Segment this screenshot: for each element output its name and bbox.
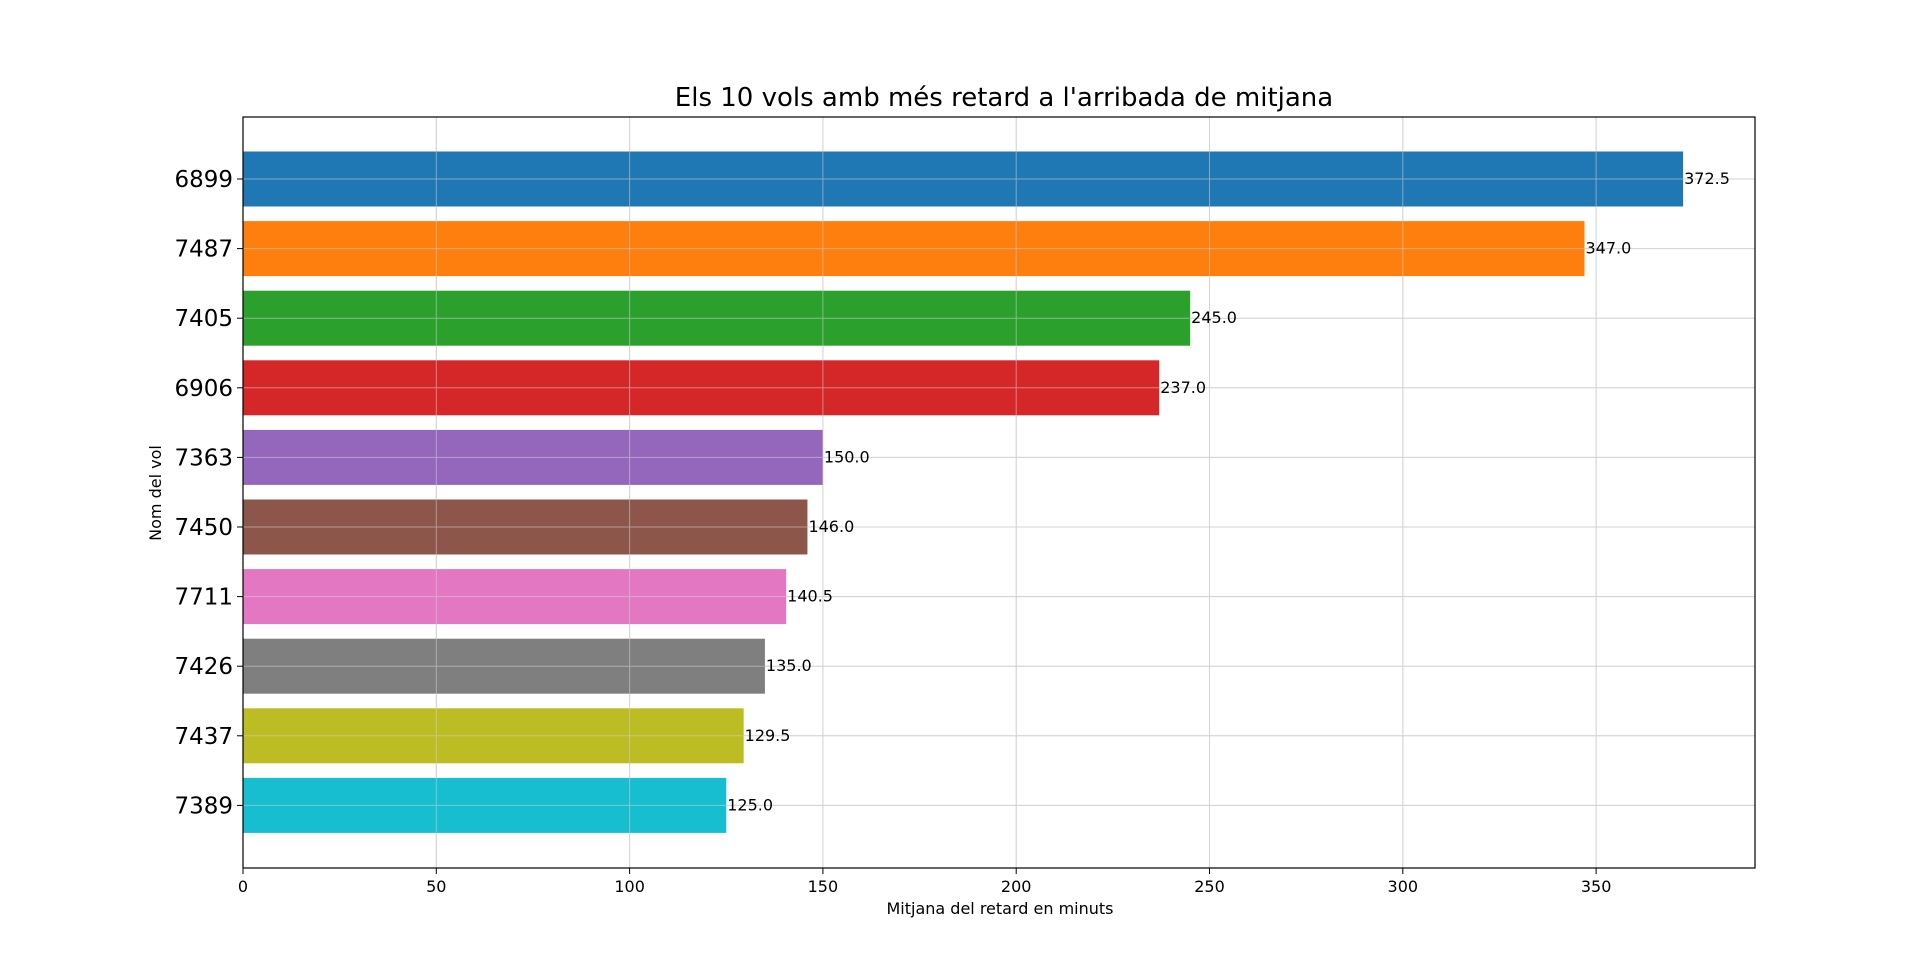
data-label: 135.0 (766, 656, 812, 675)
plot-frame (242, 116, 1756, 869)
data-label: 129.5 (745, 726, 791, 745)
data-label: 245.0 (1191, 308, 1237, 327)
data-labels: 372.5 347.0 245.0 237.0 150.0 146.0 140.5 135.0… (727, 169, 1730, 814)
y-tick-label: 7437 (174, 724, 233, 750)
data-label: 372.5 (1684, 169, 1730, 188)
data-label: 347.0 (1586, 239, 1632, 258)
y-tick-label: 7405 (174, 306, 233, 332)
chart-title: Els 10 vols amb més retard a l'arribada … (675, 83, 1333, 113)
y-tick-label: 7426 (174, 654, 233, 680)
x-tick-label: 50 (426, 877, 446, 896)
x-tick-label: 350 (1581, 877, 1612, 896)
x-tick-label: 0 (238, 877, 248, 896)
y-axis-ticks: 6899 7487 7405 6906 7363 7450 7711 7426 7437 7389 (174, 167, 243, 819)
x-tick-label: 100 (614, 877, 645, 896)
data-label: 237.0 (1160, 378, 1206, 397)
x-tick-label: 300 (1388, 877, 1419, 896)
y-tick-label: 7711 (174, 585, 233, 611)
y-tick-label: 7363 (174, 445, 233, 471)
data-label: 140.5 (787, 587, 833, 606)
x-axis-ticks: 0 50 100 150 200 250 300 350 (238, 868, 1611, 896)
data-label: 125.0 (727, 795, 773, 814)
x-tick-label: 250 (1194, 877, 1225, 896)
x-tick-label: 200 (1001, 877, 1032, 896)
grid-overlay (242, 117, 1755, 868)
y-tick-label: 7450 (174, 515, 233, 541)
x-tick-label: 150 (808, 877, 839, 896)
data-label: 146.0 (808, 517, 854, 536)
y-axis-label: Nom del vol (146, 445, 165, 541)
y-tick-label: 7487 (174, 237, 233, 263)
x-axis-label: Mitjana del retard en minuts (886, 899, 1113, 918)
y-tick-label: 6906 (174, 376, 233, 402)
data-label: 150.0 (824, 447, 870, 466)
y-tick-label: 7389 (174, 793, 233, 819)
y-tick-label: 6899 (174, 167, 233, 193)
